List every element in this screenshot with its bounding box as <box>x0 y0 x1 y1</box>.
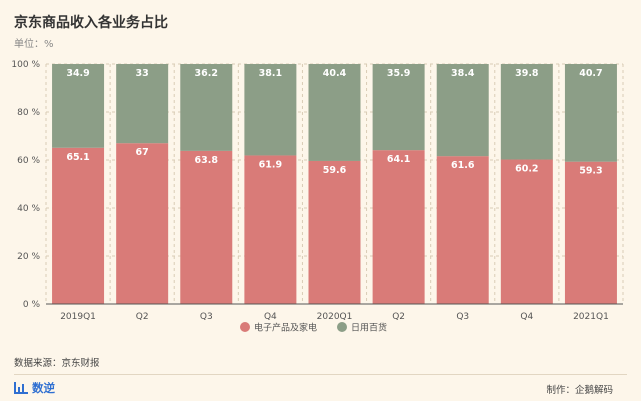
bar-segment-daily-goods <box>564 64 617 162</box>
data-label-daily-goods: 34.9 <box>66 68 89 79</box>
y-tick-label: 60 % <box>17 156 40 166</box>
data-label-electronics: 61.6 <box>451 160 475 171</box>
brand-name: 数逆 <box>32 381 55 395</box>
unit-label: 单位：% <box>14 39 54 50</box>
bar-segment-electronics <box>564 161 617 304</box>
brand-logo: 数逆 <box>14 380 55 396</box>
data-label-electronics: 61.9 <box>259 159 282 170</box>
bar-segment-daily-goods <box>372 64 425 151</box>
x-tick-label: Q2 <box>136 312 149 322</box>
bar-chart-icon <box>14 382 28 394</box>
x-tick-label: 2021Q1 <box>573 312 609 322</box>
y-tick-label: 80 % <box>17 108 40 118</box>
bar-segment-electronics <box>180 150 233 304</box>
legend-label-electronics: 电子产品及家电 <box>254 322 317 334</box>
data-label-daily-goods: 40.4 <box>323 68 347 79</box>
y-tick-label: 0 % <box>23 300 41 310</box>
bar-segment-electronics <box>52 147 105 304</box>
bar-segment-electronics <box>116 143 169 304</box>
x-tick-label: Q3 <box>456 312 469 322</box>
bar-segment-daily-goods <box>180 64 233 151</box>
bar-segment-daily-goods <box>52 64 105 148</box>
bar-segment-electronics <box>244 155 297 304</box>
bar-segment-electronics <box>500 159 553 304</box>
data-label-daily-goods: 35.9 <box>387 68 410 79</box>
data-label-electronics: 59.3 <box>579 166 602 177</box>
chart-title: 京东商品收入各业务占比 <box>14 15 168 31</box>
bar-segment-electronics <box>372 150 425 304</box>
x-tick-label: Q2 <box>392 312 405 322</box>
data-label-electronics: 60.2 <box>515 164 538 175</box>
x-tick-label: Q4 <box>520 312 533 322</box>
bar-segment-daily-goods <box>116 64 169 144</box>
footer-divider <box>14 374 627 375</box>
data-label-electronics: 67 <box>136 147 149 158</box>
data-label-daily-goods: 39.8 <box>515 68 539 79</box>
bar-segment-daily-goods <box>244 64 297 156</box>
x-tick-label: 2019Q1 <box>60 312 96 322</box>
legend-label-daily-goods: 日用百货 <box>351 322 387 334</box>
legend-marker-daily-goods <box>337 322 347 332</box>
data-label-electronics: 63.8 <box>195 155 219 166</box>
maker-credit: 制作：企鹅解码 <box>546 385 613 396</box>
data-label-daily-goods: 36.2 <box>195 68 218 79</box>
data-label-electronics: 59.6 <box>323 165 347 176</box>
y-tick-label: 40 % <box>17 204 40 214</box>
bar-segment-daily-goods <box>436 64 489 157</box>
data-label-daily-goods: 40.7 <box>579 68 602 79</box>
data-label-daily-goods: 38.1 <box>259 68 282 79</box>
bar-segment-electronics <box>436 156 489 304</box>
x-tick-label: 2020Q1 <box>317 312 353 322</box>
y-tick-label: 20 % <box>17 252 40 262</box>
x-tick-label: Q3 <box>200 312 213 322</box>
bar-segment-daily-goods <box>308 64 361 161</box>
data-label-daily-goods: 38.4 <box>451 68 475 79</box>
bar-segment-electronics <box>308 160 361 304</box>
x-tick-label: Q4 <box>264 312 277 322</box>
data-source: 数据来源：京东财报 <box>14 358 100 369</box>
data-label-electronics: 65.1 <box>66 152 89 163</box>
bar-segment-daily-goods <box>500 64 553 160</box>
legend-marker-electronics <box>240 322 250 332</box>
stacked-bar-chart: 65.1 34.9 67 33 63.8 36.2 61.9 38.1 59.6 40.4 64.1… <box>11 60 624 334</box>
y-tick-label: 100 % <box>11 60 40 70</box>
data-label-daily-goods: 33 <box>136 68 149 79</box>
data-label-electronics: 64.1 <box>387 154 410 165</box>
